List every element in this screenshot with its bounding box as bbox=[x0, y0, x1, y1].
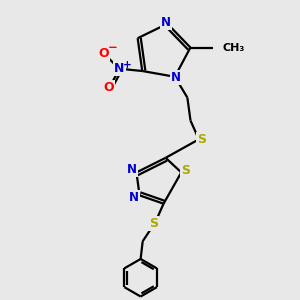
Text: N: N bbox=[127, 163, 137, 176]
Text: +: + bbox=[123, 60, 131, 70]
Text: N: N bbox=[129, 191, 140, 204]
Text: N: N bbox=[114, 62, 124, 75]
Text: N: N bbox=[161, 16, 171, 29]
Text: S: S bbox=[181, 164, 190, 177]
Text: CH₃: CH₃ bbox=[223, 43, 245, 52]
Text: S: S bbox=[148, 217, 158, 230]
Text: O: O bbox=[103, 81, 114, 94]
Text: S: S bbox=[197, 133, 206, 146]
Text: −: − bbox=[108, 40, 118, 53]
Text: O: O bbox=[98, 47, 109, 60]
Text: N: N bbox=[171, 71, 181, 84]
